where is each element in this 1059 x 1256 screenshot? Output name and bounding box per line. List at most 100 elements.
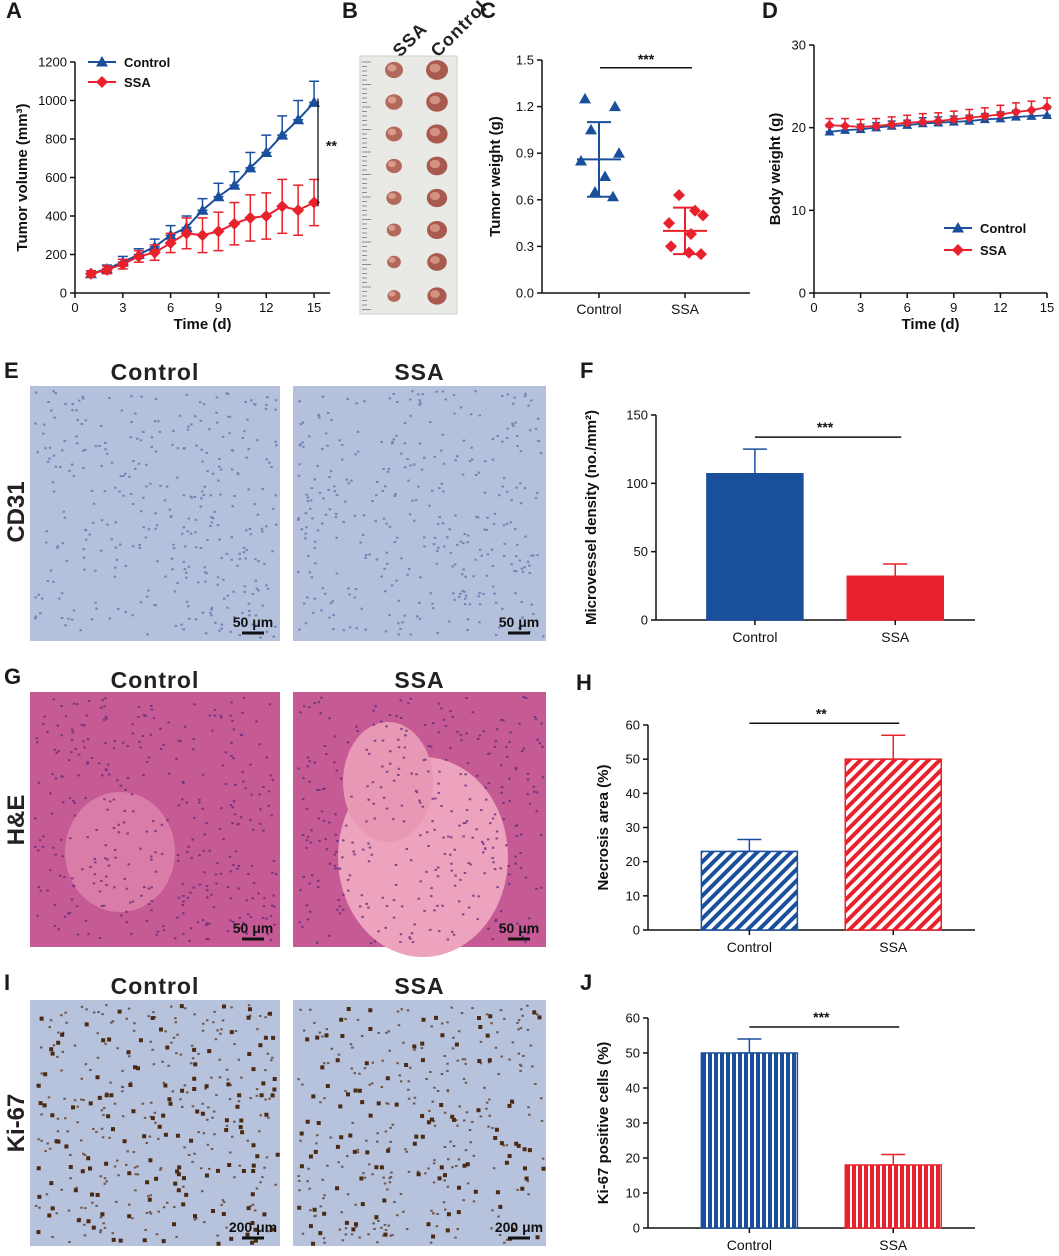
y-tick-label: 0.0 [516, 286, 534, 301]
data-point-control [228, 179, 241, 190]
tumor-highlight [429, 127, 441, 137]
row-label-1: H&E [3, 795, 30, 846]
y-axis-label: Ki-67 positive cells (%) [595, 1042, 612, 1205]
x-axis-label: Time (d) [173, 316, 231, 333]
tumor-highlight [388, 225, 396, 231]
y-tick-label: 0.9 [516, 146, 534, 161]
x-tick-label: 9 [950, 300, 957, 315]
tumor-highlight [430, 256, 440, 264]
photo-header-control: Control [427, 0, 491, 61]
tumor-highlight [387, 96, 397, 104]
x-tick-label: 6 [167, 300, 174, 315]
tumor-pieces [385, 60, 448, 305]
y-tick-label: 10 [626, 888, 640, 903]
significance-label: *** [638, 51, 655, 67]
micrograph-background [293, 1000, 546, 1246]
data-point-ssa [292, 204, 305, 217]
x-tick-label: 15 [307, 300, 321, 315]
y-tick-label: 1.2 [516, 99, 534, 114]
tumor-highlight [430, 224, 440, 232]
data-point-ssa [180, 227, 193, 240]
tumor-photo-panel: SSA Control [359, 0, 491, 315]
micrograph-cd31-ssa: 50 μm [293, 386, 546, 641]
data-point-ssa [276, 200, 289, 213]
data-point-control [599, 170, 611, 181]
legend-marker [952, 244, 964, 256]
tumor-highlight [429, 191, 441, 201]
y-tick-label: 1000 [38, 93, 67, 108]
data-point-ssa [164, 236, 177, 249]
x-tick-label: 3 [119, 300, 126, 315]
data-point-ssa [902, 117, 913, 128]
data-point-ssa [886, 119, 897, 130]
bar-ssa [844, 1164, 942, 1229]
y-tick-label: 50 [626, 752, 640, 767]
data-point-control [609, 100, 621, 112]
legend-label: SSA [980, 243, 1007, 258]
hemorrhage-region [65, 792, 175, 912]
data-point-control [196, 204, 209, 215]
data-point-control [212, 190, 225, 202]
panel-label-i: I [4, 970, 10, 995]
data-point-ssa [1010, 106, 1021, 117]
significance-label: ** [816, 705, 827, 721]
y-axis-label: Tumor volume (mm³) [14, 103, 31, 251]
x-tick-label: 0 [810, 300, 817, 315]
tumor-highlight [429, 95, 441, 105]
y-tick-label: 10 [626, 1186, 640, 1201]
y-tick-label: 20 [626, 1151, 640, 1166]
chart-necrosis-area: 0 10 20 30 40 50 60 Necrosis area (%) Control SSA… [595, 705, 975, 955]
ruler-ticks [362, 61, 371, 310]
x-axis-label: Time (d) [901, 316, 959, 333]
x-category-label: Control [727, 939, 772, 955]
data-point-control [579, 92, 591, 104]
scale-bar-label: 50 μm [233, 920, 273, 936]
panel-label-c: C [480, 0, 496, 23]
panel-label-g: G [4, 664, 21, 689]
y-tick-label: 0 [633, 923, 640, 938]
scale-bar-label: 200 μm [495, 1219, 543, 1235]
y-tick-label: 800 [45, 132, 67, 147]
data-point-ssa [697, 209, 709, 222]
y-tick-label: 1.5 [516, 53, 534, 68]
data-point-ssa [917, 116, 928, 127]
data-point-ssa [100, 263, 113, 276]
data-point-control [260, 146, 273, 157]
panel-label-h: H [576, 670, 592, 695]
legend-marker [952, 222, 964, 233]
x-tick-label: 12 [259, 300, 273, 315]
data-point-ssa [212, 225, 225, 238]
x-tick-label: 3 [857, 300, 864, 315]
chart-body-weight: 0 10 20 30 Body weight (g) 0 3 6 9 12 15 Time (d) Co… [767, 38, 1054, 334]
data-point-ssa [665, 240, 677, 253]
y-tick-label: 150 [626, 408, 648, 423]
bar-ssa [846, 575, 944, 621]
y-tick-label: 60 [626, 718, 640, 733]
micrograph-grid: CD31 Control 50 μm SSA 50 μm H&E Control 50 μm S… [3, 359, 546, 1246]
bar-control [700, 1052, 799, 1229]
x-category-label: Control [576, 301, 621, 317]
tumor-highlight [388, 257, 396, 263]
y-axis-label: Tumor weight (g) [487, 116, 504, 237]
micro-header-ssa: SSA [394, 973, 444, 999]
x-tick-label: 12 [993, 300, 1007, 315]
data-point-ssa [84, 267, 97, 280]
y-axis-label: Necrosis area (%) [595, 765, 612, 891]
data-point-ssa [979, 111, 990, 122]
y-tick-label: 0 [633, 1221, 640, 1236]
row-label-0: CD31 [3, 481, 30, 542]
y-tick-label: 20 [792, 120, 806, 135]
x-category-label: SSA [879, 1237, 908, 1253]
micrograph-ki-67-control: 200 μm [30, 1000, 280, 1246]
y-axis-label: Body weight (g) [767, 113, 784, 226]
data-point-control [244, 161, 257, 173]
y-tick-label: 0 [799, 286, 806, 301]
scale-bar-label: 50 μm [233, 614, 273, 630]
tumor-highlight [388, 192, 396, 200]
legend-label: Control [980, 221, 1026, 236]
tumor-highlight [429, 159, 441, 169]
micrograph-h&e-control: 50 μm [30, 692, 280, 947]
y-tick-label: 60 [626, 1011, 640, 1026]
scale-bar-label: 50 μm [499, 920, 539, 936]
